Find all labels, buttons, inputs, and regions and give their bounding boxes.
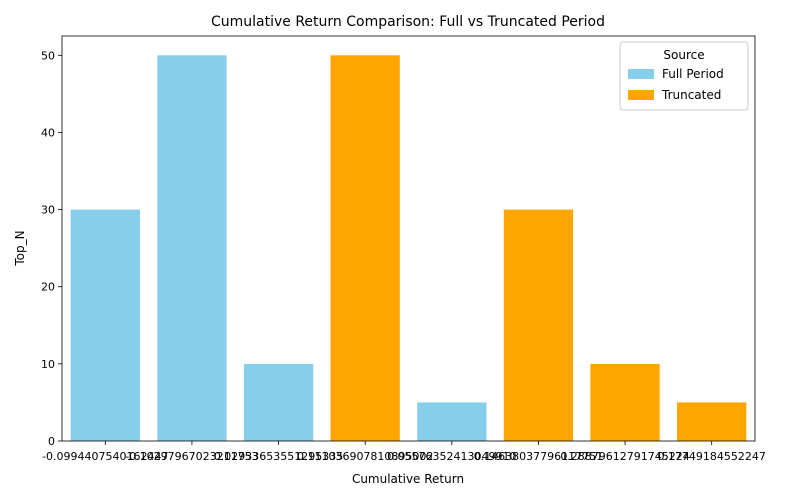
- y-axis: 0 10 20 30 40 50: [41, 35, 756, 448]
- x-tick-label: 0.17749184552247: [657, 450, 765, 463]
- legend-label: Truncated: [661, 88, 721, 102]
- bar-full-period: [417, 402, 487, 441]
- y-axis-label: Top_N: [13, 230, 27, 266]
- legend-swatch: [628, 90, 654, 100]
- y-tick-label: 0: [48, 435, 55, 448]
- legend-label: Full Period: [662, 67, 724, 81]
- y-tick-label: 30: [41, 204, 55, 217]
- bar-full-period: [157, 55, 227, 442]
- chart-title: Cumulative Return Comparison: Full vs Tr…: [211, 14, 605, 30]
- bar-full-period: [243, 363, 314, 441]
- y-tick-label: 50: [41, 49, 55, 62]
- y-tick-label: 40: [41, 126, 55, 139]
- x-tick-label: 0.05576352413049910: [387, 450, 516, 463]
- x-tick-label: -0.0994407540162447: [42, 450, 168, 463]
- y-tick-label: 10: [41, 358, 55, 371]
- legend: Source Full Period Truncated: [619, 41, 749, 111]
- x-tick-label: 0.02933653551295335: [214, 450, 343, 463]
- x-tick-label: 0.111036907810895002: [297, 450, 433, 463]
- plot-frame: [61, 35, 756, 442]
- bars-group: [70, 55, 747, 442]
- bar-truncated: [503, 209, 574, 441]
- bar-full-period: [70, 209, 140, 441]
- bar-truncated: [677, 402, 747, 441]
- y-tick-label: 20: [41, 281, 55, 294]
- bar-truncated: [590, 363, 660, 441]
- x-tick-label: 0.14638037796117751: [474, 450, 603, 463]
- legend-swatch: [628, 69, 654, 79]
- x-tick-label: 0.28879612791745224: [560, 450, 689, 463]
- x-axis: -0.0994407540162447-0.102979670232117530…: [42, 441, 766, 463]
- x-axis-label: Cumulative Return: [352, 472, 464, 486]
- bar-truncated: [330, 55, 400, 442]
- x-tick-label: -0.10297967023211753: [125, 450, 258, 463]
- legend-title: Source: [663, 48, 704, 62]
